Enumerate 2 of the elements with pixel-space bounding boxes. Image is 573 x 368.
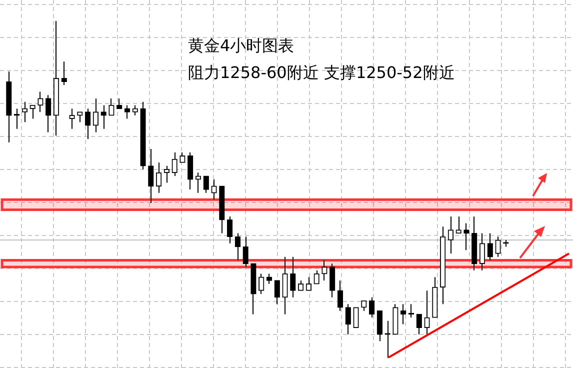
text: 黄金4小时图表 <box>188 36 294 57</box>
text: 阻力1258-60附近 支撑1250-52附近 <box>188 63 455 84</box>
